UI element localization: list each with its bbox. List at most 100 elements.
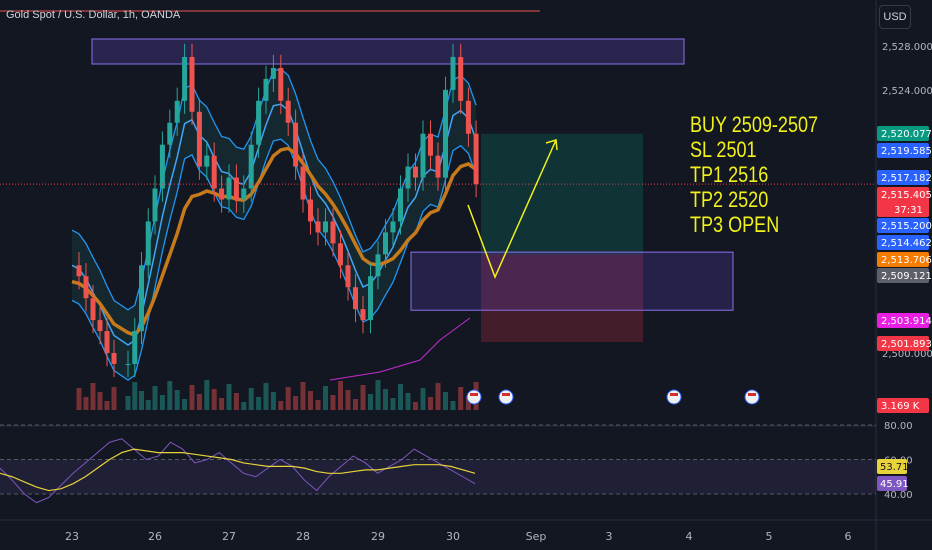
price-label-box [877, 187, 929, 217]
price-label: 3.169 K [881, 401, 920, 412]
take-profit-zone [481, 133, 643, 255]
price-label-box [877, 126, 929, 141]
candle-body [390, 221, 396, 233]
volume-bar [111, 387, 117, 410]
candle-body [97, 320, 103, 332]
price-label-box [877, 252, 929, 267]
candle-body [196, 111, 202, 167]
volume-bar [104, 401, 110, 410]
stop-loss-zone [481, 254, 643, 343]
volume-bar [285, 387, 291, 410]
candle-body [83, 276, 89, 299]
candle-body [323, 221, 328, 233]
y-tick-label: 2,528.000 [882, 42, 932, 53]
volume-bar [241, 402, 247, 410]
ema-band-fill [72, 69, 477, 381]
price-label: 2,519.585 [881, 146, 932, 157]
candle-body [308, 199, 313, 222]
currency-button[interactable]: USD [879, 5, 911, 29]
candle-body [167, 122, 173, 145]
volume-bar [435, 383, 441, 410]
candle-body [152, 188, 158, 222]
volume-bar [353, 399, 358, 410]
price-label-box [877, 336, 929, 351]
candle-body [450, 56, 456, 90]
volume-bar [300, 382, 306, 410]
volume-bar [167, 381, 173, 410]
volume-bar [97, 392, 103, 410]
candle-body [443, 89, 448, 178]
volume-bar [458, 387, 464, 410]
candle-body [248, 144, 254, 189]
ma-long [329, 317, 471, 381]
x-tick-label: 4 [686, 530, 693, 543]
candle-body [405, 166, 411, 189]
volume-bar [152, 386, 158, 410]
price-label: 2,515.200 [881, 221, 932, 232]
price-label: 2,514.462 [881, 238, 932, 249]
volume-bar [76, 388, 82, 410]
annotation-line-buy: BUY 2509-2507 [690, 112, 819, 137]
y-tick-label: 2,500.000 [882, 349, 932, 360]
event-icon-us-flag-stripe [748, 393, 756, 396]
candle-body [360, 309, 366, 321]
candle-body [204, 155, 210, 167]
price-label-box [877, 170, 929, 185]
candle-body [139, 265, 144, 332]
candle-body [293, 122, 299, 167]
x-tick-label: 26 [148, 530, 162, 543]
volume-bar [330, 395, 336, 410]
candle-body [189, 56, 195, 112]
price-label: 2,509.121 [881, 271, 932, 282]
price-label: 2,503.914 [881, 316, 932, 327]
x-tick-label: 6 [845, 530, 852, 543]
volume-bar [132, 382, 138, 410]
candle-body [90, 298, 96, 321]
volume-bar [278, 401, 284, 410]
y-tick-label: 2,524.000 [882, 86, 932, 97]
price-label: 2,501.893 [881, 339, 932, 350]
volume-bar [219, 398, 225, 410]
event-icon-us-flag [498, 389, 514, 405]
candle-body [383, 232, 388, 255]
x-tick-label: Sep [526, 530, 547, 543]
volume-bar [315, 400, 321, 410]
volume-bar [211, 389, 217, 410]
candle-body [345, 265, 351, 288]
price-label: 2,515.405 [881, 190, 932, 201]
volume-bar [398, 384, 403, 410]
candle-body [76, 265, 82, 277]
rsi-tick-label: 40.00 [884, 490, 913, 501]
candle-body [420, 133, 426, 178]
candle-body [278, 67, 284, 101]
volume-bar [83, 397, 89, 410]
x-tick-label: 27 [222, 530, 236, 543]
projection-arrow [467, 139, 557, 279]
rsi-value-box [877, 459, 907, 474]
x-tick-label: 5 [766, 530, 773, 543]
volume-bar [443, 392, 448, 410]
candle-body [132, 331, 138, 364]
candle-body [174, 100, 180, 123]
candle-body [263, 78, 269, 101]
price-label-box [877, 313, 929, 328]
x-tick-label: 28 [296, 530, 310, 543]
volume-bar [308, 391, 313, 410]
annotation-line-tp1: TP1 2516 [690, 162, 769, 187]
volume-bar [360, 385, 366, 410]
volume-bar [90, 383, 96, 410]
event-icon-flash-stripe [470, 393, 478, 396]
volume-bar [368, 394, 373, 410]
x-tick-label: 3 [606, 530, 613, 543]
price-label-box [877, 218, 929, 233]
candle-body [330, 221, 336, 244]
annotation-line-sl: SL 2501 [690, 137, 757, 162]
volume-bar [345, 390, 351, 410]
volume-bar [270, 392, 276, 410]
volume-bar [182, 399, 188, 410]
event-icon-us-flag [744, 389, 760, 405]
price-label-box [877, 143, 929, 158]
price-label: 2,520.077 [881, 129, 932, 140]
volume-bar [428, 397, 433, 410]
